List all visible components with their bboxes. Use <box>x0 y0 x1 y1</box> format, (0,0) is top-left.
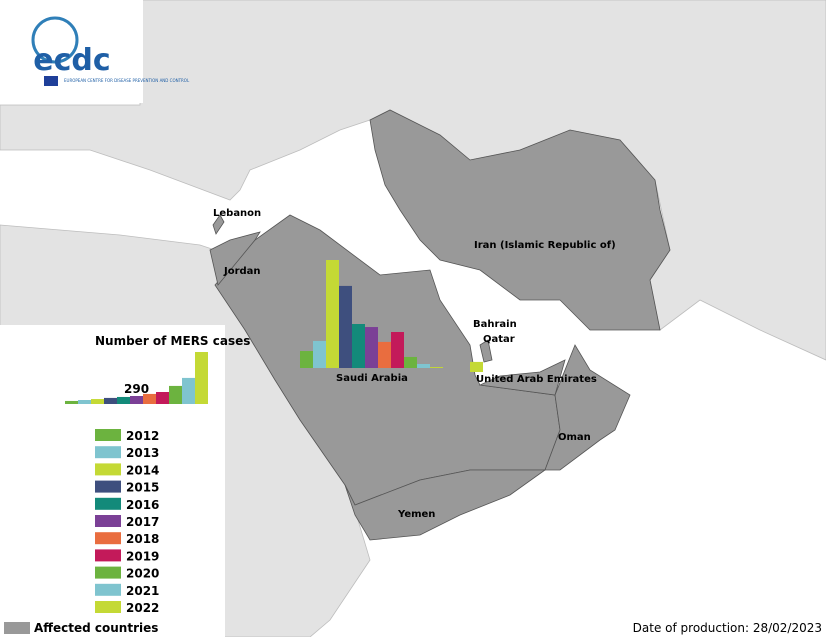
bar <box>117 396 130 404</box>
logo-box <box>0 0 143 103</box>
bar <box>143 393 156 404</box>
bar <box>417 364 430 368</box>
yemen <box>344 469 547 541</box>
country-label: Bahrain <box>473 319 517 330</box>
lebanon <box>212 214 225 235</box>
bar <box>470 361 483 372</box>
legend-swatch <box>95 463 121 476</box>
bar <box>182 377 195 404</box>
bar <box>404 356 417 368</box>
bar <box>130 396 143 404</box>
chart-layer: Number of MERS cases 290 2012 2013 2014 2015 2… <box>65 208 616 615</box>
bar <box>352 324 365 368</box>
affected-countries <box>209 109 671 541</box>
bar <box>339 285 352 368</box>
bar <box>65 400 78 404</box>
production-date: Date of production: 28/02/2023 <box>633 621 822 635</box>
country-label: Oman <box>558 432 591 443</box>
country-label: Lebanon <box>213 208 261 219</box>
bar <box>156 392 169 404</box>
legend-swatch <box>95 601 121 613</box>
bar <box>313 340 326 368</box>
bar <box>104 397 117 404</box>
legend-year: 2022 <box>126 601 159 615</box>
legend-year: 2012 <box>126 429 159 443</box>
logo-globe <box>31 16 79 64</box>
bar <box>430 367 443 368</box>
legend-swatch <box>4 622 30 634</box>
country-label: Qatar <box>483 334 515 345</box>
oman <box>544 344 631 471</box>
legend-swatch <box>95 480 121 493</box>
legend-year: 2013 <box>126 446 159 460</box>
country-label: Yemen <box>397 509 435 520</box>
scale-label: 290 <box>124 382 149 396</box>
legend-swatch <box>95 515 121 527</box>
eu-flag <box>44 76 58 86</box>
bar <box>378 341 391 368</box>
uae <box>478 359 566 396</box>
bar <box>391 332 404 368</box>
legend-swatch <box>95 429 121 441</box>
legend-year: 2019 <box>126 549 159 563</box>
country-label: United Arab Emirates <box>476 374 597 385</box>
logo-subtitle: EUROPEAN CENTRE FOR DISEASE PREVENTION A… <box>64 78 190 83</box>
bar <box>91 399 104 404</box>
legend-swatch <box>95 497 121 510</box>
legend-year: 2016 <box>126 498 159 512</box>
legend-swatch <box>95 446 121 459</box>
legend-year: 2017 <box>126 515 159 529</box>
legend-year: 2015 <box>126 481 159 495</box>
country-label: Saudi Arabia <box>336 373 408 384</box>
legend-title: Number of MERS cases <box>95 334 250 348</box>
legend-year: 2014 <box>126 463 159 477</box>
jordan <box>209 231 261 286</box>
legend-swatch <box>95 566 121 579</box>
qatar <box>479 339 493 363</box>
country-label: Iran (Islamic Republic of) <box>474 240 616 251</box>
country-label: Jordan <box>223 266 261 277</box>
bar <box>169 385 182 404</box>
logo-acronym: ecdc <box>33 43 110 78</box>
legend-swatch <box>95 583 121 596</box>
legend-label: Affected countries <box>34 621 158 635</box>
legend-year: 2018 <box>126 532 159 546</box>
legend-swatch <box>95 532 121 545</box>
iran <box>369 109 671 331</box>
legend-year: 2020 <box>126 567 159 581</box>
legend-swatch <box>95 549 121 562</box>
legend-year: 2021 <box>126 584 159 598</box>
bar <box>300 351 313 368</box>
bar <box>195 352 208 404</box>
bar <box>365 327 378 368</box>
bar <box>326 260 339 368</box>
bar <box>78 400 91 404</box>
